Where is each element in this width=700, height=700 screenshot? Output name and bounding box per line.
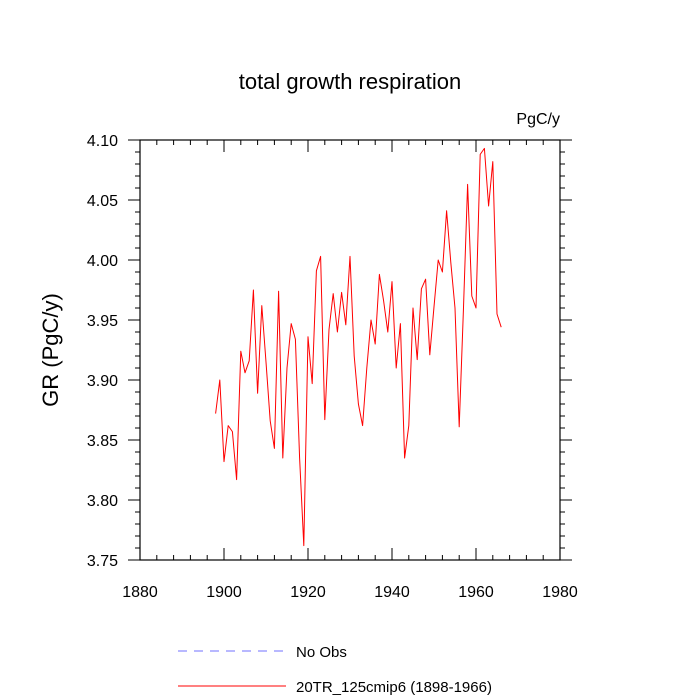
y-tick-label: 4.10 (87, 133, 118, 150)
x-tick-labels: 1880 1900 1920 1940 1960 1980 (122, 584, 578, 601)
legend: No Obs 20TR_125cmip6 (1898-1966) (178, 644, 492, 696)
y-tick-label: 3.90 (87, 373, 118, 390)
y-axis-label: GR (PgC/y) (38, 293, 63, 407)
y-tick-label: 4.00 (87, 253, 118, 270)
y-tick-label: 3.85 (87, 433, 118, 450)
legend-label-no-obs: No Obs (296, 644, 347, 661)
x-tick-label: 1900 (206, 584, 242, 601)
y-tick-label: 4.05 (87, 193, 118, 210)
y-tick-label: 3.80 (87, 493, 118, 510)
plot-frame (139, 139, 561, 561)
chart-title: total growth respiration (239, 69, 462, 94)
x-tick-label: 1960 (458, 584, 494, 601)
y-tick-labels: 3.75 3.80 3.85 3.90 3.95 4.00 4.05 4.10 (87, 133, 118, 570)
y-tick-label: 3.75 (87, 553, 118, 570)
y-tick-label: 3.95 (87, 313, 118, 330)
series-line (215, 147, 502, 547)
tick-marks (128, 139, 572, 561)
x-tick-label: 1940 (374, 584, 410, 601)
x-tick-label: 1980 (542, 584, 578, 601)
units-label: PgC/y (516, 111, 560, 128)
x-tick-label: 1880 (122, 584, 158, 601)
x-tick-label: 1920 (290, 584, 326, 601)
legend-label-20tr: 20TR_125cmip6 (1898-1966) (296, 679, 492, 696)
series-lines (215, 147, 502, 547)
